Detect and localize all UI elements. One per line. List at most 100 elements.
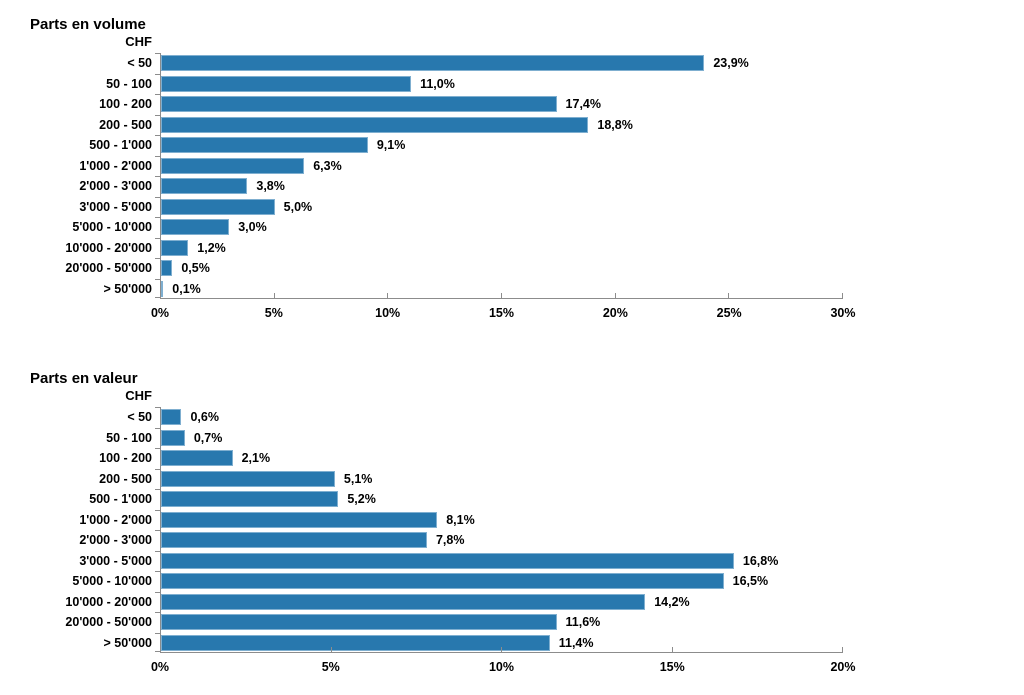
bar <box>161 450 233 467</box>
chart-row: 0,6% <box>161 407 843 428</box>
chart-row: 0,5% <box>161 258 843 279</box>
bar <box>161 491 339 508</box>
value-label: 1,2% <box>197 240 226 255</box>
y-axis-tick <box>155 407 161 408</box>
chart-row: 11,6% <box>161 612 843 633</box>
unit-label: CHF <box>125 34 152 49</box>
chart-title: Parts en volume <box>30 16 146 34</box>
chart-row: 16,5% <box>161 571 843 592</box>
y-axis-tick <box>155 632 161 634</box>
chart-row: 8,1% <box>161 510 843 531</box>
x-axis-tick <box>842 293 843 298</box>
category-label: < 50 <box>127 410 152 424</box>
bar <box>161 178 248 195</box>
x-axis-tick <box>671 647 673 652</box>
x-axis-tick <box>160 647 161 652</box>
bar <box>161 96 557 113</box>
category-label: > 50'000 <box>103 281 152 296</box>
value-label: 8,1% <box>446 512 475 527</box>
y-axis-tick <box>155 651 161 652</box>
bar <box>161 116 589 133</box>
x-axis-tick <box>330 647 332 652</box>
category-label: 20'000 - 50'000 <box>65 615 152 629</box>
category-label: 5'000 - 10'000 <box>72 574 152 588</box>
chart-row: 9,1% <box>161 135 843 156</box>
chart-row: 23,9% <box>161 53 843 74</box>
value-label: 9,1% <box>376 138 406 153</box>
x-axis: 0% 5% 10% 15% 20% <box>151 660 856 676</box>
y-axis-tick <box>155 155 161 157</box>
value-label: 6,3% <box>313 158 342 173</box>
y-axis-tick <box>155 468 161 470</box>
category-axis: < 50 50 - 100 100 - 200 200 - 500 500 - 1'00… <box>30 53 152 299</box>
x-tick-label: 20% <box>830 660 856 674</box>
value-label: 23,9% <box>713 56 749 71</box>
bar <box>161 198 275 215</box>
x-tick-label: 30% <box>830 306 856 320</box>
category-label: 100 - 200 <box>99 97 152 111</box>
y-axis-tick <box>155 278 161 280</box>
category-label: 10'000 - 20'000 <box>65 594 152 609</box>
category-label: 50 - 100 <box>106 430 152 445</box>
category-label: 100 - 200 <box>99 451 152 465</box>
y-axis-tick <box>155 530 161 531</box>
y-axis-tick <box>155 53 161 54</box>
category-label: 200 - 500 <box>99 117 152 132</box>
y-axis-tick <box>155 489 161 490</box>
unit-label: CHF <box>125 388 152 403</box>
plot-area: 0,6% 0,7% 2,1% 5,1% 5,2% 8,1% 7,8% 16,8% 16,5% 14… <box>155 407 843 654</box>
y-axis-tick <box>155 217 161 218</box>
x-tick-label: 20% <box>602 306 628 320</box>
y-axis-tick <box>155 135 161 136</box>
x-tick-label: 15% <box>488 306 515 320</box>
x-axis-tick <box>842 647 843 652</box>
value-label: 0,7% <box>193 430 223 445</box>
x-tick-label: 5% <box>321 660 340 674</box>
y-axis-tick <box>155 176 161 177</box>
category-label: 3'000 - 5'000 <box>79 199 152 214</box>
bar <box>161 470 335 487</box>
plot-area: 23,9% 11,0% 17,4% 18,8% 9,1% 6,3% 3,8% 5,0% 3,0%… <box>155 53 843 300</box>
x-axis: 0% 5% 10% 15% 20% 25% 30% <box>151 306 856 322</box>
value-chart: Parts en valeur CHF < 50 50 - 100 100 - 20… <box>0 354 1024 694</box>
category-label: 500 - 1'000 <box>89 138 152 152</box>
category-label: 1'000 - 2'000 <box>79 158 152 173</box>
value-label: 3,0% <box>238 220 267 235</box>
value-label: 14,2% <box>654 594 690 609</box>
value-label: 0,6% <box>190 410 219 425</box>
bar <box>161 239 189 256</box>
chart-row: 3,0% <box>161 217 843 238</box>
bar <box>161 157 305 174</box>
chart-row: 0,7% <box>161 428 843 449</box>
y-axis-tick <box>155 73 161 75</box>
bar <box>161 429 185 446</box>
bar <box>161 614 557 631</box>
value-label: 5,1% <box>343 471 373 486</box>
bar <box>161 409 182 426</box>
bar <box>161 532 427 549</box>
y-axis-tick <box>155 114 161 116</box>
y-axis-tick <box>155 571 161 572</box>
category-label: < 50 <box>127 56 152 70</box>
x-tick-label: 15% <box>659 660 685 674</box>
y-axis-tick <box>155 612 161 613</box>
bar <box>161 137 368 154</box>
bar <box>161 55 705 72</box>
chart-row: 11,4% <box>161 633 843 654</box>
y-axis-tick <box>155 448 161 449</box>
x-axis-tick <box>728 293 730 298</box>
chart-row: 0,1% <box>161 279 843 300</box>
x-tick-label: 10% <box>375 306 401 320</box>
category-label: 20'000 - 50'000 <box>65 261 152 275</box>
x-axis-tick <box>614 293 616 298</box>
value-label: 11,4% <box>558 635 594 650</box>
chart-row: 14,2% <box>161 592 843 613</box>
chart-row: 11,0% <box>161 74 843 95</box>
value-label: 5,2% <box>347 492 376 507</box>
x-tick-label: 25% <box>716 306 742 320</box>
y-axis-tick <box>155 94 161 95</box>
category-axis: < 50 50 - 100 100 - 200 200 - 500 500 - 1'00… <box>30 407 152 653</box>
value-label: 18,8% <box>597 117 633 132</box>
chart-row: 6,3% <box>161 156 843 177</box>
volume-chart: Parts en volume CHF < 50 50 - 100 100 - 20… <box>0 0 1024 340</box>
